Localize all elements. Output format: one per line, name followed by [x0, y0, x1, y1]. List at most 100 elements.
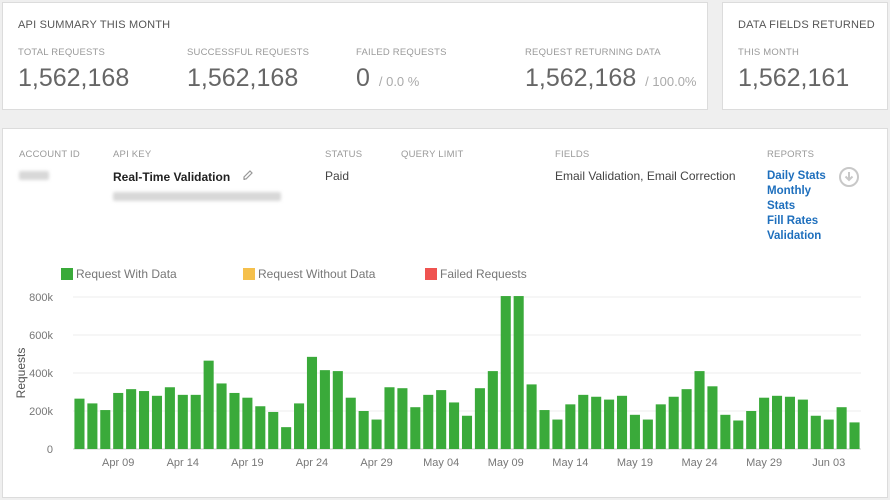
request-returning-data-value: 1,562,168 / 100.0%: [525, 64, 697, 92]
bar: [281, 427, 292, 449]
bar: [849, 422, 860, 449]
failed-requests-stat: FAILED REQUESTS 0 / 0.0 %: [356, 47, 447, 93]
x-tick-label: Apr 09: [102, 457, 134, 469]
bar: [87, 403, 98, 449]
bar: [384, 387, 395, 449]
bar: [100, 410, 111, 449]
api-summary-title: API SUMMARY THIS MONTH: [18, 19, 171, 31]
bar: [526, 384, 537, 449]
bar: [694, 371, 705, 449]
successful-requests-label: SUCCESSFUL REQUESTS: [187, 47, 310, 58]
legend-swatch-failed: [425, 268, 437, 280]
bar: [720, 414, 731, 449]
data-fields-card: DATA FIELDS RETURNED THIS MONTH 1,562,16…: [722, 2, 888, 110]
bar: [565, 404, 576, 449]
api-key-name: Real-Time Validation: [113, 170, 231, 184]
bar: [358, 411, 369, 449]
legend-failed-requests[interactable]: Failed Requests: [425, 267, 527, 281]
bar: [151, 395, 163, 449]
requests-chart: 0 200k 400k 600k 800k Requests Apr 09 Apr 14 Apr…: [14, 292, 861, 469]
total-requests-stat: TOTAL REQUESTS 1,562,168: [18, 47, 129, 93]
bar: [436, 390, 447, 449]
reports-links: Daily Stats Monthly Stats Fill Rates Val…: [767, 169, 837, 244]
bar: [797, 399, 808, 449]
download-icon[interactable]: [839, 167, 859, 187]
legend-request-without-data[interactable]: Request Without Data: [243, 267, 375, 281]
edit-pencil-icon[interactable]: [242, 169, 254, 184]
total-requests-value: 1,562,168: [18, 64, 130, 92]
bar: [216, 383, 227, 449]
failed-requests-percent: / 0.0 %: [378, 74, 420, 89]
bar: [164, 387, 175, 449]
bar: [616, 395, 628, 449]
bar: [190, 394, 201, 449]
x-tick-label: Apr 19: [231, 457, 263, 469]
bar: [397, 388, 408, 449]
bar: [810, 415, 821, 449]
x-tick-label: Jun 03: [812, 457, 845, 469]
report-link-monthly-stats[interactable]: Monthly Stats: [767, 185, 812, 212]
y-tick-label: 0: [47, 444, 53, 456]
bar: [487, 371, 498, 449]
bar: [332, 371, 343, 449]
bar: [113, 392, 124, 449]
bar: [449, 402, 460, 449]
legend-swatch-without-data: [243, 268, 255, 280]
failed-requests-value: 0 / 0.0 %: [356, 64, 420, 92]
x-tick-label: Apr 29: [360, 457, 392, 469]
bar: [319, 370, 330, 449]
bar: [746, 411, 757, 449]
report-link-validation[interactable]: Validation: [767, 230, 822, 242]
bar: [242, 397, 253, 449]
bar: [268, 411, 279, 449]
bar: [513, 296, 524, 449]
legend-label-without-data: Request Without Data: [258, 267, 376, 281]
bar: [759, 397, 770, 449]
y-tick-label: 600k: [29, 330, 53, 342]
account-id-redacted: [19, 171, 49, 180]
api-summary-card: API SUMMARY THIS MONTH TOTAL REQUESTS 1,…: [2, 2, 708, 110]
status-header: STATUS: [325, 149, 363, 160]
bar: [74, 398, 85, 449]
bar: [655, 404, 666, 449]
fields-header: FIELDS: [555, 149, 590, 160]
bar: [733, 420, 744, 449]
bar: [126, 389, 137, 449]
legend-swatch-with-data: [61, 268, 73, 280]
bar: [642, 419, 653, 449]
account-id-header: ACCOUNT ID: [19, 149, 80, 160]
api-key-redacted: [113, 192, 281, 201]
api-key-name-row: Real-Time Validation: [113, 169, 254, 184]
bar: [306, 356, 318, 449]
bar: [681, 389, 692, 449]
x-tick-label: May 19: [617, 457, 653, 469]
report-link-daily-stats[interactable]: Daily Stats: [767, 170, 826, 182]
bar: [139, 391, 150, 449]
bar: [345, 397, 356, 449]
legend-request-with-data[interactable]: Request With Data: [61, 267, 177, 281]
bar: [229, 392, 240, 449]
data-fields-title: DATA FIELDS RETURNED: [738, 19, 875, 31]
legend-label-with-data: Request With Data: [76, 267, 177, 281]
x-tick-label: May 04: [423, 457, 459, 469]
x-tick-label: May 24: [681, 457, 717, 469]
bar: [707, 386, 718, 449]
bar: [539, 410, 550, 449]
bar: [177, 394, 188, 449]
bar: [836, 407, 847, 449]
bar: [578, 394, 589, 449]
failed-requests-label: FAILED REQUESTS: [356, 47, 447, 58]
data-fields-value: 1,562,161: [738, 64, 850, 92]
x-tick-label: May 29: [746, 457, 782, 469]
status-value: Paid: [325, 169, 350, 183]
y-tick-label: 200k: [29, 406, 53, 418]
bar: [784, 396, 795, 449]
bar: [371, 419, 382, 449]
report-link-fill-rates[interactable]: Fill Rates: [767, 215, 819, 227]
bar: [552, 419, 563, 449]
bar: [461, 415, 473, 449]
x-tick-label: Apr 24: [296, 457, 328, 469]
data-fields-period-label: THIS MONTH: [738, 47, 800, 58]
bar: [294, 403, 305, 449]
x-tick-label: May 09: [488, 457, 524, 469]
